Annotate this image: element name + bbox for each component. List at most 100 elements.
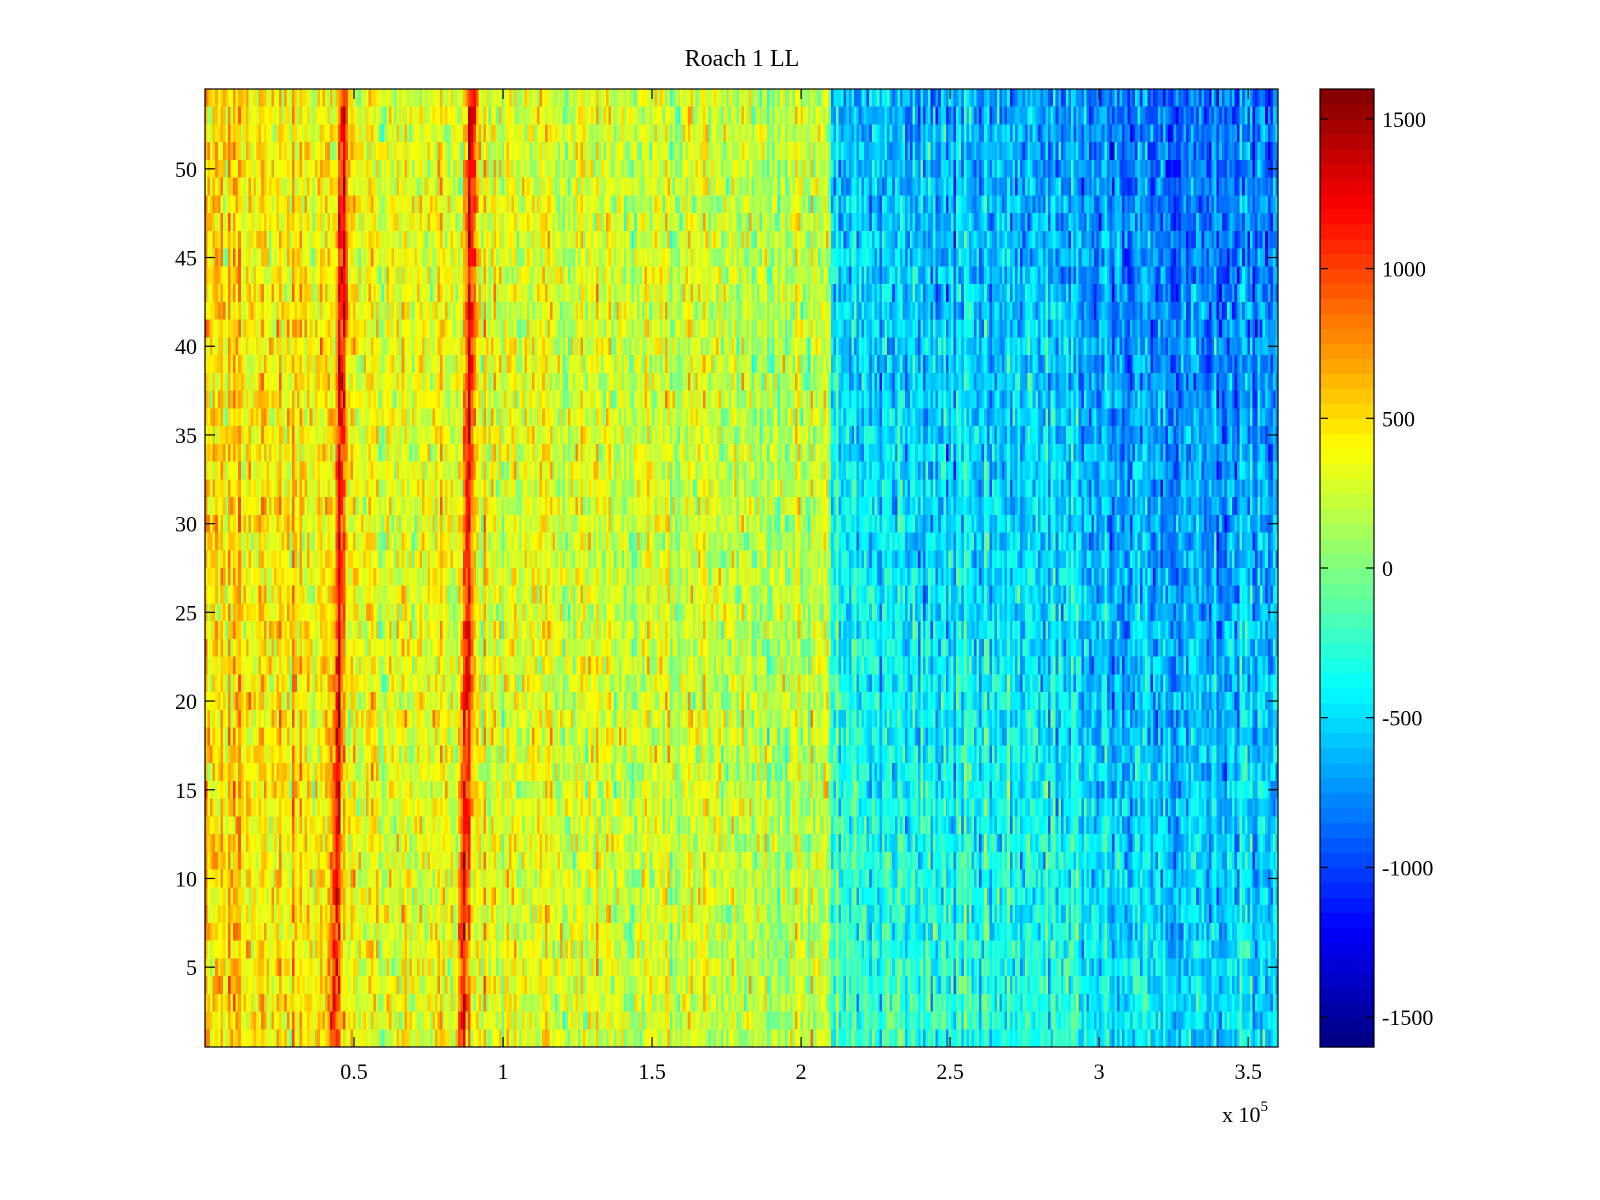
colorbar-band xyxy=(1320,403,1374,419)
x-axis-multiplier-base: x 10 xyxy=(1222,1102,1261,1127)
colorbar-band xyxy=(1320,837,1374,854)
colorbar-band xyxy=(1320,478,1374,494)
colorbar-band xyxy=(1320,433,1374,449)
colorbar-band xyxy=(1320,777,1374,794)
colorbar-band xyxy=(1320,1032,1374,1048)
x-tick-label: 3 xyxy=(1094,1059,1105,1084)
colorbar-tick-label: 1000 xyxy=(1382,257,1426,282)
colorbar-band xyxy=(1320,388,1374,404)
colorbar-tick-label: 0 xyxy=(1382,556,1393,581)
colorbar-band xyxy=(1320,448,1374,464)
colorbar-band xyxy=(1320,807,1374,824)
colorbar-band xyxy=(1320,972,1374,988)
colorbar-band xyxy=(1320,283,1374,300)
colorbar-band xyxy=(1320,343,1374,360)
y-tick-label: 35 xyxy=(175,423,197,448)
colorbar-band xyxy=(1320,672,1374,689)
colorbar-band xyxy=(1320,418,1374,434)
colorbar-tick-label: -1500 xyxy=(1382,1005,1433,1030)
colorbar-band xyxy=(1320,627,1374,644)
colorbar-band xyxy=(1320,942,1374,958)
colorbar-band xyxy=(1320,717,1374,734)
x-axis-multiplier-exponent: 5 xyxy=(1261,1099,1269,1115)
x-tick-label: 2.5 xyxy=(936,1059,964,1084)
colorbar-band xyxy=(1320,358,1374,375)
colorbar-axis: 1500 1000 500 0 -500 -1000 -1500 xyxy=(1320,107,1433,1030)
colorbar-band xyxy=(1320,523,1374,539)
x-axis: 0.5 1 1.5 2 2.5 3 3.5 xyxy=(340,89,1262,1084)
colorbar-band xyxy=(1320,493,1374,509)
colorbar-band xyxy=(1320,867,1374,883)
colorbar-band xyxy=(1320,298,1374,315)
y-tick-label: 30 xyxy=(175,512,197,537)
x-tick-label: 0.5 xyxy=(340,1059,368,1084)
colorbar-band xyxy=(1320,118,1374,135)
colorbar-band xyxy=(1320,223,1374,240)
y-tick-label: 15 xyxy=(175,778,197,803)
colorbar-band xyxy=(1320,328,1374,345)
y-axis: 5 10 15 20 25 30 35 40 45 50 xyxy=(175,157,1278,980)
plot-frame xyxy=(204,88,1279,1048)
colorbar-band xyxy=(1320,822,1374,839)
colorbar-band xyxy=(1320,238,1374,255)
colorbar-tick-label: 1500 xyxy=(1382,107,1426,132)
colorbar-band xyxy=(1320,553,1374,569)
colorbar-band xyxy=(1320,568,1374,584)
colorbar-band xyxy=(1320,163,1374,180)
colorbar-tick-label: -1000 xyxy=(1382,855,1433,880)
y-tick-label: 25 xyxy=(175,600,197,625)
x-axis-multiplier: x 105 xyxy=(1222,1099,1268,1127)
colorbar-band xyxy=(1320,792,1374,809)
colorbar-band xyxy=(1320,612,1374,629)
colorbar-band xyxy=(1320,268,1374,285)
colorbar-band xyxy=(1320,882,1374,898)
colorbar-band xyxy=(1320,957,1374,973)
colorbar-band xyxy=(1320,642,1374,659)
colorbar-band xyxy=(1320,987,1374,1003)
colorbar-band xyxy=(1320,89,1374,105)
y-tick-label: 10 xyxy=(175,866,197,891)
y-tick-label: 45 xyxy=(175,246,197,271)
colorbar-band xyxy=(1320,927,1374,943)
colorbar-band xyxy=(1320,178,1374,195)
colorbar-band xyxy=(1320,463,1374,479)
heatmap xyxy=(205,89,1278,1047)
colorbar-band xyxy=(1320,657,1374,674)
colorbar-band xyxy=(1320,1017,1374,1033)
y-tick-label: 20 xyxy=(175,689,197,714)
colorbar-tick-label: -500 xyxy=(1382,706,1422,731)
colorbar-band xyxy=(1320,208,1374,225)
colorbar-band xyxy=(1320,373,1374,389)
x-tick-label: 1 xyxy=(498,1059,509,1084)
x-tick-label: 3.5 xyxy=(1234,1059,1262,1084)
heatmap-cells xyxy=(205,89,1278,1047)
colorbar-band xyxy=(1320,253,1374,270)
colorbar-band xyxy=(1320,1002,1374,1018)
colorbar-band xyxy=(1320,732,1374,749)
y-tick-label: 5 xyxy=(186,955,197,980)
y-tick-label: 50 xyxy=(175,157,197,182)
colorbar xyxy=(1320,89,1374,1048)
colorbar-band xyxy=(1320,897,1374,913)
colorbar-band xyxy=(1320,313,1374,330)
y-tick-label: 40 xyxy=(175,334,197,359)
colorbar-band xyxy=(1320,762,1374,779)
colorbar-band xyxy=(1320,702,1374,719)
colorbar-band xyxy=(1320,103,1374,120)
colorbar-band xyxy=(1320,582,1374,599)
colorbar-band xyxy=(1320,747,1374,764)
colorbar-band xyxy=(1320,912,1374,928)
colorbar-band xyxy=(1320,597,1374,614)
colorbar-band xyxy=(1320,852,1374,868)
colorbar-tick-label: 500 xyxy=(1382,406,1415,431)
x-tick-label: 1.5 xyxy=(638,1059,666,1084)
colorbar-band xyxy=(1320,538,1374,554)
colorbar-band xyxy=(1320,687,1374,704)
colorbar-band xyxy=(1320,148,1374,165)
chart-title: Roach 1 LL xyxy=(685,46,800,72)
colorbar-band xyxy=(1320,508,1374,524)
colorbar-band xyxy=(1320,133,1374,150)
x-tick-label: 2 xyxy=(796,1059,807,1084)
colorbar-band xyxy=(1320,193,1374,210)
